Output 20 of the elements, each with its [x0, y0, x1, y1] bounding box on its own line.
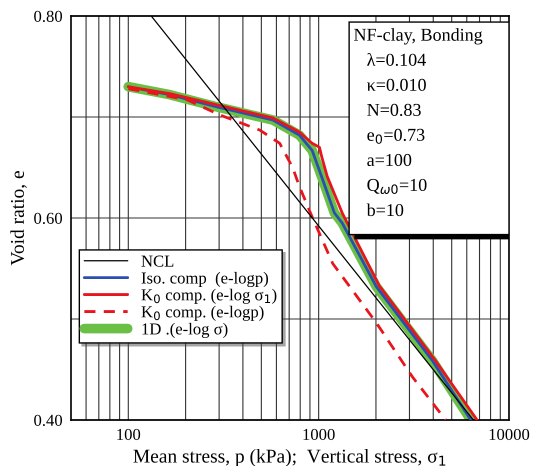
legend-label: NCL	[141, 256, 174, 267]
annotation: Q$_{ω0}$=10	[367, 178, 427, 194]
legend-label: K$_{0}$ comp. (e-log σ$_{1}$)	[141, 288, 276, 304]
y-tick-label: 0.60	[34, 212, 62, 224]
annotation: a=100	[367, 154, 412, 166]
x-tick-label: 100	[117, 428, 140, 440]
legend-label: K$_{0}$ comp. (e-logp)	[141, 306, 264, 321]
x-tick-label: 1000	[303, 428, 335, 440]
y-axis-title: Void ratio, e	[10, 171, 27, 266]
y-tick-label: 0.80	[34, 10, 62, 22]
annotation: λ=0.104	[367, 52, 426, 66]
legend-label: Iso. comp (e-logp)	[142, 272, 268, 288]
y-tick-label: 0.40	[34, 414, 62, 426]
annotation: NF-clay, Bonding	[354, 28, 482, 45]
annotation: κ=0.010	[366, 78, 426, 91]
legend-label: 1D .(e-log σ)	[142, 322, 228, 338]
x-tick-label: 10000	[490, 428, 530, 440]
annotation: e$_{0}$=0.73	[367, 128, 424, 144]
annotation: b=10	[366, 203, 404, 216]
annotation: N=0.83	[367, 104, 421, 116]
